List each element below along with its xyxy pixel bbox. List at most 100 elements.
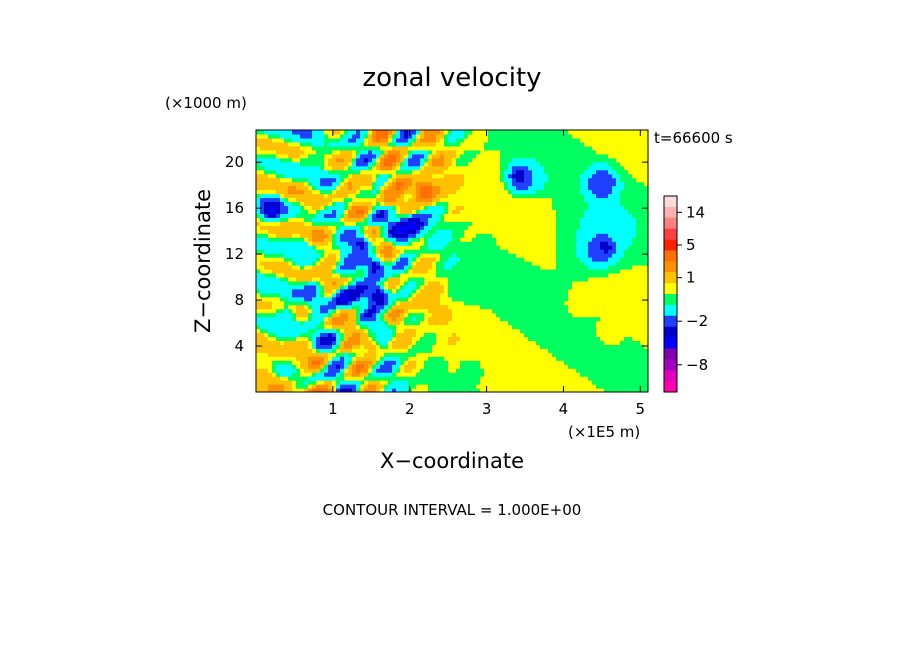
field-cell [420,205,425,210]
field-cell [428,312,433,318]
field-cell [512,380,517,385]
field-cell [344,276,349,282]
field-cell [256,193,261,199]
field-cell [476,264,481,270]
field-cell [384,193,389,199]
field-cell [428,280,433,286]
field-cell [364,153,369,159]
field-cell [476,360,481,365]
field-cell [536,169,541,175]
field-cell [288,249,293,254]
field-cell [544,181,549,187]
field-cell [412,276,417,282]
field-cell [512,364,517,369]
field-cell [548,364,553,369]
field-cell [408,296,413,302]
field-cell [424,372,429,377]
field-cell [492,276,497,282]
field-cell [324,153,329,159]
field-cell [348,245,353,250]
field-cell [360,280,365,286]
field-cell [540,237,545,242]
field-cell [480,292,485,298]
field-cell [384,205,389,210]
field-cell [436,189,441,195]
field-cell [372,320,377,326]
field-cell [544,300,549,306]
field-cell [280,141,285,147]
field-cell [312,193,317,199]
field-cell [424,312,429,318]
field-cell [368,221,373,226]
field-cell [428,320,433,326]
field-cell [324,161,329,167]
field-cell [452,284,457,290]
field-cell [460,225,465,230]
field-cell [552,161,557,167]
field-cell [336,368,341,373]
field-cell [352,292,357,298]
field-cell [384,149,389,155]
field-cell [528,237,533,242]
field-cell [472,308,477,314]
field-cell [500,320,505,326]
field-cell [284,130,289,135]
field-cell [440,197,445,203]
field-cell [272,205,277,210]
field-cell [352,312,357,318]
field-cell [400,268,405,274]
field-cell [368,312,373,318]
field-cell [488,201,493,207]
field-cell [468,312,473,318]
field-cell [492,340,497,345]
field-cell [380,193,385,199]
field-cell [300,181,305,187]
field-cell [468,201,473,207]
field-cell [536,388,541,392]
field-cell [436,237,441,242]
field-cell [532,304,537,310]
field-cell [468,193,473,199]
field-cell [504,205,509,210]
field-cell [416,380,421,385]
field-cell [524,360,529,365]
field-cell [296,324,301,330]
field-cell [408,133,413,139]
field-cell [376,276,381,282]
field-cell [316,312,321,318]
field-cell [452,292,457,298]
field-cell [520,213,525,218]
field-cell [424,284,429,290]
field-cell [420,364,425,369]
field-cell [396,165,401,171]
field-cell [380,237,385,242]
field-cell [516,368,521,373]
field-cell [424,352,429,357]
field-cell [280,288,285,294]
field-cell [500,193,505,199]
field-cell [540,130,545,135]
field-cell [332,229,337,234]
field-cell [340,257,345,262]
field-cell [288,130,293,135]
field-cell [456,145,461,151]
field-cell [452,300,457,306]
field-cell [296,340,301,345]
field-cell [332,368,337,373]
field-cell [324,193,329,199]
field-cell [440,380,445,385]
field-cell [468,320,473,326]
field-cell [336,130,341,135]
field-cell [540,384,545,389]
field-cell [404,209,409,214]
field-cell [328,272,333,278]
field-cell [432,193,437,199]
field-cell [264,193,269,199]
field-cell [516,272,521,278]
field-cell [500,245,505,250]
field-cell [480,257,485,262]
field-cell [536,304,541,310]
field-cell [352,261,357,266]
field-cell [268,296,273,302]
field-cell [352,145,357,151]
